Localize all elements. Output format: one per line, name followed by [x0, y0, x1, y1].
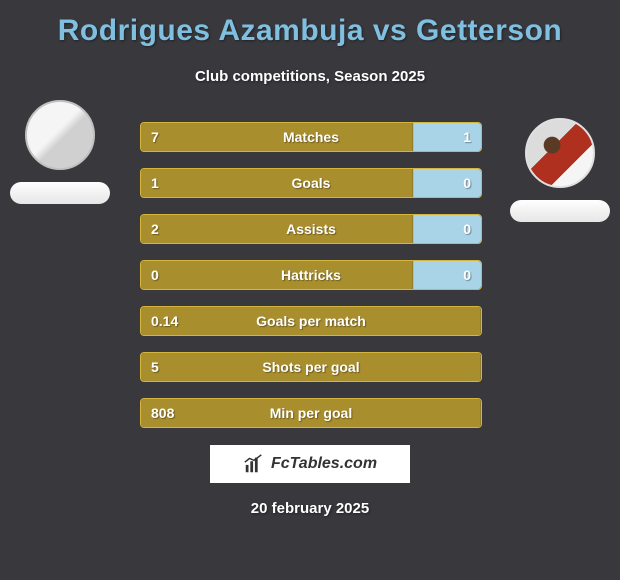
- stat-value-right: 0: [463, 169, 471, 197]
- stat-label: Goals: [141, 169, 481, 197]
- stat-row-gpm: 0.14 Goals per match: [140, 306, 482, 336]
- stat-row-mpg: 808 Min per goal: [140, 398, 482, 428]
- player-right-avatar: [525, 118, 595, 188]
- stat-value-right: 1: [463, 123, 471, 151]
- stat-label: Matches: [141, 123, 481, 151]
- stat-row-goals: 1 Goals 0: [140, 168, 482, 198]
- stat-label: Assists: [141, 215, 481, 243]
- stat-row-hattricks: 0 Hattricks 0: [140, 260, 482, 290]
- player-left-block: [0, 100, 120, 204]
- stat-row-spg: 5 Shots per goal: [140, 352, 482, 382]
- chart-icon: [243, 453, 265, 475]
- stat-label: Shots per goal: [141, 353, 481, 381]
- stat-label: Hattricks: [141, 261, 481, 289]
- stat-row-assists: 2 Assists 0: [140, 214, 482, 244]
- logo-box: FcTables.com: [210, 445, 410, 483]
- page-title: Rodrigues Azambuja vs Getterson: [0, 0, 620, 48]
- logo-text: FcTables.com: [271, 455, 377, 473]
- stat-value-right: 0: [463, 261, 471, 289]
- stats-bars: 7 Matches 1 1 Goals 0 2 Assists 0 0 Hatt…: [140, 122, 482, 444]
- player-right-block: [500, 118, 620, 222]
- subtitle: Club competitions, Season 2025: [0, 68, 620, 85]
- player-left-avatar: [25, 100, 95, 170]
- stat-value-right: 0: [463, 215, 471, 243]
- date-text: 20 february 2025: [0, 500, 620, 517]
- player-left-team-badge: [10, 182, 110, 204]
- stat-row-matches: 7 Matches 1: [140, 122, 482, 152]
- stat-label: Goals per match: [141, 307, 481, 335]
- stat-label: Min per goal: [141, 399, 481, 427]
- player-right-team-badge: [510, 200, 610, 222]
